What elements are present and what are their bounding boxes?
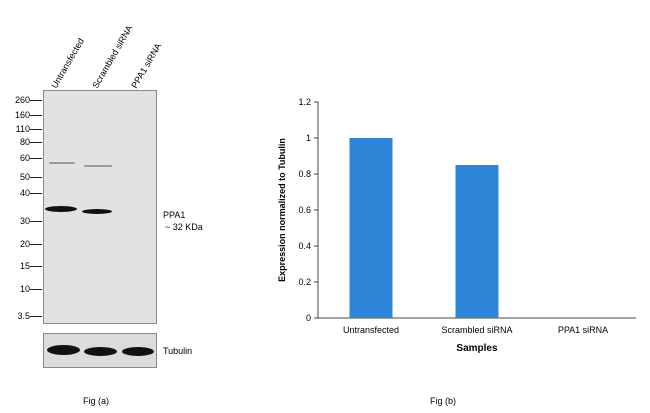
mw-tick xyxy=(30,221,42,222)
x-tick-label: Untransfected xyxy=(343,325,399,335)
mw-tick xyxy=(30,129,42,130)
mw-tick xyxy=(30,193,42,194)
figure-caption-b: Fig (b) xyxy=(430,396,457,406)
nonspecific-band xyxy=(84,165,112,167)
band-label-ppa1: PPA1 xyxy=(163,210,186,220)
mw-marker-3-5: 3.5 xyxy=(17,311,30,321)
mw-tick xyxy=(30,289,42,290)
mw-marker-20: 20 xyxy=(19,239,30,249)
ppa1-band-scrambled xyxy=(82,209,112,214)
tubulin-band-untransfected xyxy=(47,345,80,355)
y-tick-label: 0.4 xyxy=(298,241,311,251)
nonspecific-band xyxy=(49,162,75,164)
mw-tick xyxy=(30,115,42,116)
mw-marker-50: 50 xyxy=(19,172,30,182)
mw-tick xyxy=(30,158,42,159)
band-label-size: ~ 32 KDa xyxy=(165,222,203,232)
blot-membrane-tubulin xyxy=(43,333,157,368)
tubulin-band-ppa1-sirna xyxy=(122,347,154,356)
ppa1-band-untransfected xyxy=(45,206,77,212)
y-tick-label: 0.8 xyxy=(298,169,311,179)
loading-control-label: Tubulin xyxy=(163,346,193,356)
x-tick-label: Scrambled siRNA xyxy=(441,325,512,335)
tubulin-band-scrambled xyxy=(84,347,117,356)
y-tick-label: 1.2 xyxy=(298,97,311,107)
y-axis-ticks: 0 0.2 0.4 0.6 0.8 1 1.2 xyxy=(298,97,318,323)
mw-marker-110: 110 xyxy=(15,124,30,134)
x-tick-label: PPA1 siRNA xyxy=(558,325,608,335)
mw-marker-60: 60 xyxy=(19,153,30,163)
mw-tick xyxy=(30,142,42,143)
mw-tick xyxy=(30,100,42,101)
bar-1 xyxy=(455,165,499,318)
figure-caption-a: Fig (a) xyxy=(83,396,110,406)
mw-tick xyxy=(30,177,42,178)
x-axis-labels: Untransfected Scrambled siRNA PPA1 siRNA xyxy=(343,325,608,335)
bars xyxy=(349,138,499,318)
mw-marker-15: 15 xyxy=(19,261,30,271)
mw-marker-10: 10 xyxy=(19,284,30,294)
y-tick-label: 0.2 xyxy=(298,277,311,287)
mw-tick xyxy=(30,316,42,317)
y-tick-label: 0 xyxy=(306,313,311,323)
y-tick-label: 1 xyxy=(306,133,311,143)
mw-tick xyxy=(30,244,42,245)
mw-marker-160: 160 xyxy=(14,110,30,120)
y-tick-label: 0.6 xyxy=(298,205,311,215)
mw-marker-260: 260 xyxy=(14,95,30,105)
mw-tick xyxy=(30,266,42,267)
mw-marker-80: 80 xyxy=(19,137,30,147)
mw-marker-40: 40 xyxy=(19,188,30,198)
x-axis-title: Samples xyxy=(456,343,498,354)
blot-membrane-ppa1 xyxy=(43,90,157,324)
mw-marker-30: 30 xyxy=(19,216,30,226)
bar-0 xyxy=(349,138,393,318)
y-axis-title: Expression normalized to Tubulin xyxy=(277,138,287,282)
